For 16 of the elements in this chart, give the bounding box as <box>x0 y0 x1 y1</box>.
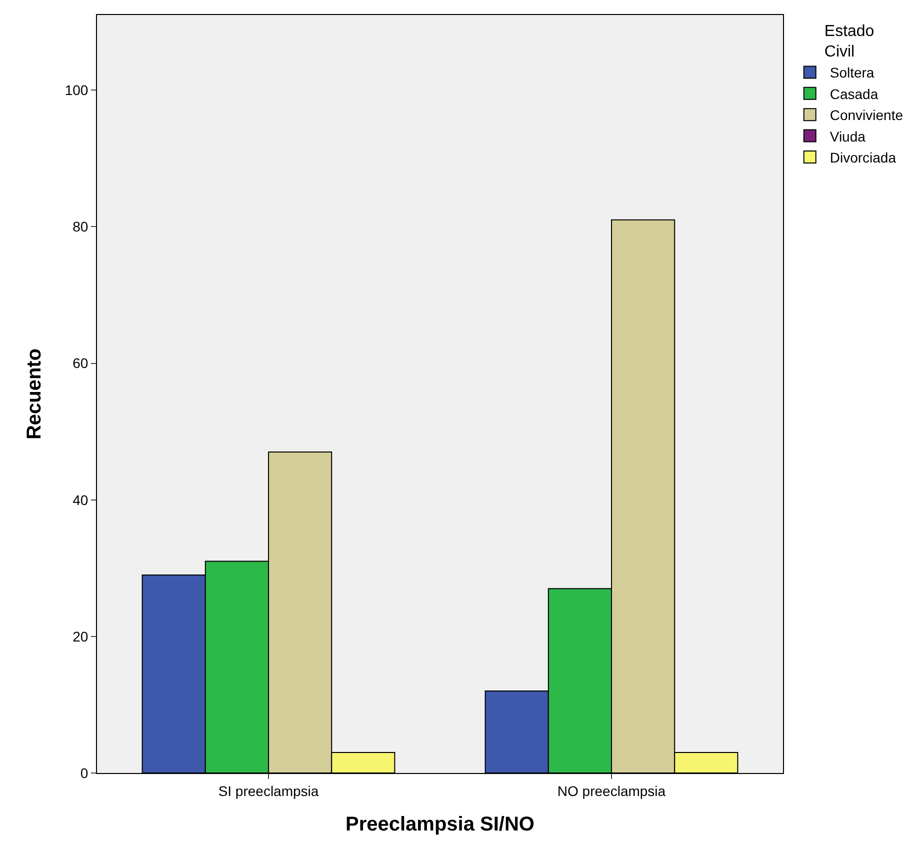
y-tick-label: 80 <box>72 218 88 235</box>
legend-label: Divorciada <box>830 149 896 166</box>
x-tick-label: NO preeclampsia <box>557 782 666 799</box>
y-tick-label: 40 <box>72 492 88 508</box>
y-tick-label: 60 <box>72 355 88 372</box>
y-tick-label: 0 <box>80 764 88 781</box>
y-axis-title: Recuento <box>23 348 46 440</box>
x-axis-title: Preeclampsia SI/NO <box>346 813 534 836</box>
y-tick-label: 100 <box>64 82 88 98</box>
x-tick-label: SI preeclampsia <box>218 782 319 799</box>
legend-label: Viuda <box>830 128 866 144</box>
y-tick-label: 20 <box>72 628 88 644</box>
legend-label: Soltera <box>830 64 874 81</box>
legend-title: Estado Civil <box>824 22 874 61</box>
legend-label: Conviviente <box>830 107 904 124</box>
legend-label: Casada <box>830 86 878 102</box>
